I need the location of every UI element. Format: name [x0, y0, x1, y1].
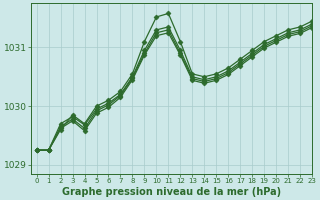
X-axis label: Graphe pression niveau de la mer (hPa): Graphe pression niveau de la mer (hPa) — [62, 187, 281, 197]
